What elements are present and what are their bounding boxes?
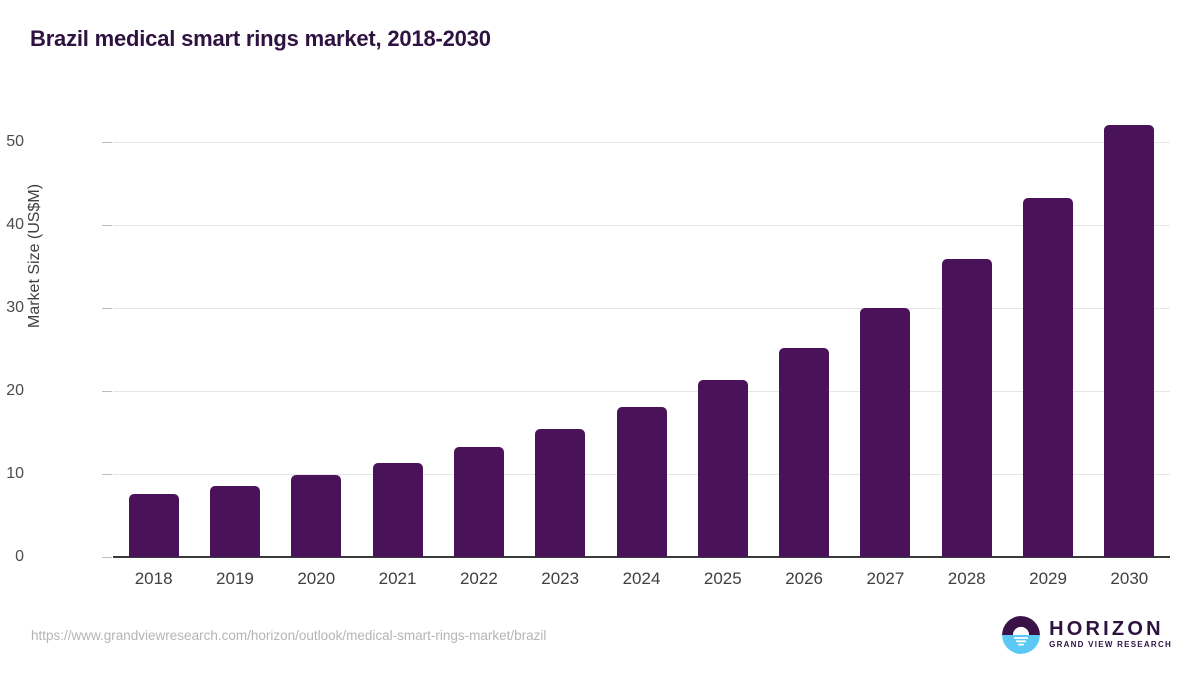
y-axis-title: Market Size (US$M): [26, 183, 43, 328]
bar-2028[interactable]: [941, 258, 992, 557]
gridline: [113, 141, 1170, 143]
x-tick-label: 2019: [216, 569, 254, 588]
brand-tagline: GRAND VIEW RESEARCH: [1049, 640, 1172, 650]
x-tick-label: 2022: [459, 569, 498, 588]
bar-2020[interactable]: [291, 474, 342, 557]
bar-2029[interactable]: [1023, 198, 1074, 557]
bar-2024[interactable]: [616, 407, 667, 557]
brand-logo: HORIZON GRAND VIEW RESEARCH: [1002, 616, 1172, 654]
x-tick-label: 2018: [134, 569, 173, 588]
x-tick-label: 2027: [866, 569, 905, 588]
x-tick-label: 2023: [541, 569, 580, 588]
y-tick-mark: [102, 307, 112, 309]
brand-logo-text: HORIZON GRAND VIEW RESEARCH: [1049, 617, 1172, 651]
x-tick-label: 2026: [785, 569, 824, 588]
bar-2026[interactable]: [779, 347, 830, 557]
y-tick-label: 0: [15, 548, 24, 565]
bar-2023[interactable]: [535, 429, 586, 557]
x-tick-label: 2028: [947, 569, 986, 588]
bar-2030[interactable]: [1104, 124, 1155, 557]
brand-name: HORIZON: [1049, 617, 1164, 640]
gridline: [113, 390, 1170, 392]
bar-series: [113, 100, 1170, 557]
page-title: Brazil medical smart rings market, 2018-…: [30, 26, 491, 51]
horizon-sun-circle-icon: [1002, 616, 1041, 654]
y-tick-label: 50: [6, 132, 24, 150]
x-tick-label: 2020: [297, 569, 336, 588]
bar-2019[interactable]: [209, 485, 260, 557]
source-url[interactable]: https://www.grandviewresearch.com/horizo…: [31, 628, 547, 643]
x-tick-label: 2030: [1110, 569, 1149, 588]
y-tick-label: 10: [6, 464, 24, 482]
y-tick-mark: [102, 390, 112, 392]
bar-2027[interactable]: [860, 307, 911, 557]
bar-2018[interactable]: [128, 493, 179, 557]
bar-2025[interactable]: [697, 380, 748, 557]
x-axis-line: [113, 556, 1170, 558]
y-tick-mark: [102, 141, 112, 143]
y-tick-mark: [102, 557, 112, 558]
y-tick-label: 30: [6, 298, 24, 316]
y-tick-mark: [102, 473, 112, 475]
x-tick-label: 2021: [378, 569, 417, 588]
bar-2021[interactable]: [372, 463, 423, 557]
x-tick-label: 2029: [1029, 569, 1067, 588]
bar-2022[interactable]: [453, 447, 504, 557]
gridline: [113, 224, 1170, 226]
y-tick-mark: [102, 224, 112, 226]
gridline: [113, 307, 1170, 309]
y-tick-label: 20: [6, 381, 24, 399]
x-tick-label: 2024: [622, 569, 661, 588]
x-tick-label: 2025: [703, 569, 742, 588]
y-tick-label: 40: [6, 215, 24, 233]
